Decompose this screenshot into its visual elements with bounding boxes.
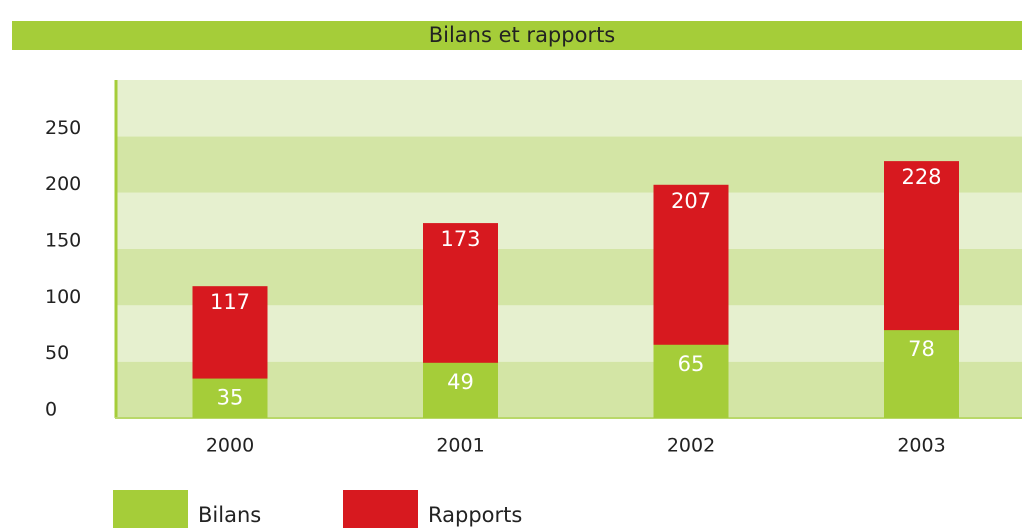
title-bar — [12, 21, 1022, 50]
value-label: 35 — [217, 386, 244, 410]
y-tick-label: 200 — [45, 173, 81, 195]
x-tick-label: 2003 — [897, 435, 945, 457]
bar — [192, 378, 268, 418]
grid-band — [115, 80, 1022, 137]
y-tick-label: 100 — [45, 286, 81, 308]
value-label: 49 — [447, 370, 474, 394]
x-tick-label: 2002 — [667, 435, 715, 457]
value-label: 78 — [908, 337, 935, 361]
bar — [653, 344, 729, 418]
bar — [884, 330, 959, 418]
chart-title: Bilans et rapports — [429, 23, 616, 47]
legend-swatch — [113, 490, 188, 528]
grid-band — [115, 136, 1022, 193]
legend-swatch — [343, 490, 418, 528]
y-tick-label: 150 — [45, 230, 81, 252]
x-tick-label: 2001 — [436, 435, 484, 457]
value-label: 228 — [901, 165, 941, 189]
value-label: 65 — [678, 352, 705, 376]
y-tick-label: 250 — [45, 117, 81, 139]
value-label: 117 — [210, 290, 250, 314]
value-label: 207 — [671, 189, 711, 213]
legend-label: Rapports — [428, 503, 522, 527]
value-label: 173 — [440, 227, 480, 251]
grid-band — [115, 192, 1022, 249]
y-tick-label: 50 — [45, 342, 69, 364]
y-tick-label: 0 — [45, 399, 57, 421]
legend-label: Bilans — [198, 503, 261, 527]
x-tick-label: 2000 — [206, 435, 254, 457]
bar — [423, 362, 498, 418]
